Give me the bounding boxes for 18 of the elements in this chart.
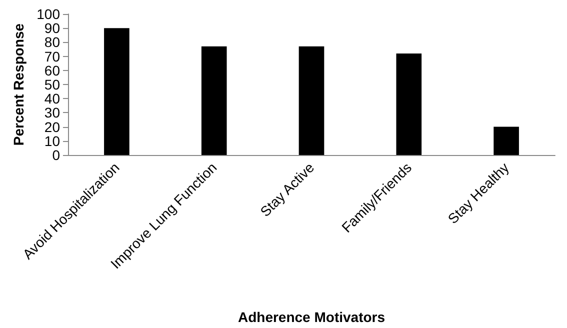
bar — [494, 126, 519, 155]
y-tick-label: 50 — [44, 76, 60, 92]
y-axis-title: Percent Response — [10, 23, 27, 146]
y-tick-label: 0 — [52, 147, 60, 163]
bar — [396, 53, 422, 155]
x-axis-title: Adherence Motivators — [238, 309, 386, 325]
bar — [298, 46, 324, 155]
bar — [104, 28, 130, 155]
y-tick-label: 90 — [44, 20, 60, 36]
y-tick-label: 10 — [44, 132, 60, 149]
y-tick-label: 30 — [44, 104, 60, 121]
y-tick-label: 20 — [44, 118, 60, 135]
y-tick-label: 60 — [44, 62, 60, 78]
bar — [201, 46, 227, 155]
y-tick-label: 70 — [44, 48, 60, 64]
y-tick-label: 80 — [44, 34, 60, 50]
y-tick-label: 100 — [36, 6, 60, 22]
y-tick-label: 40 — [44, 90, 60, 107]
